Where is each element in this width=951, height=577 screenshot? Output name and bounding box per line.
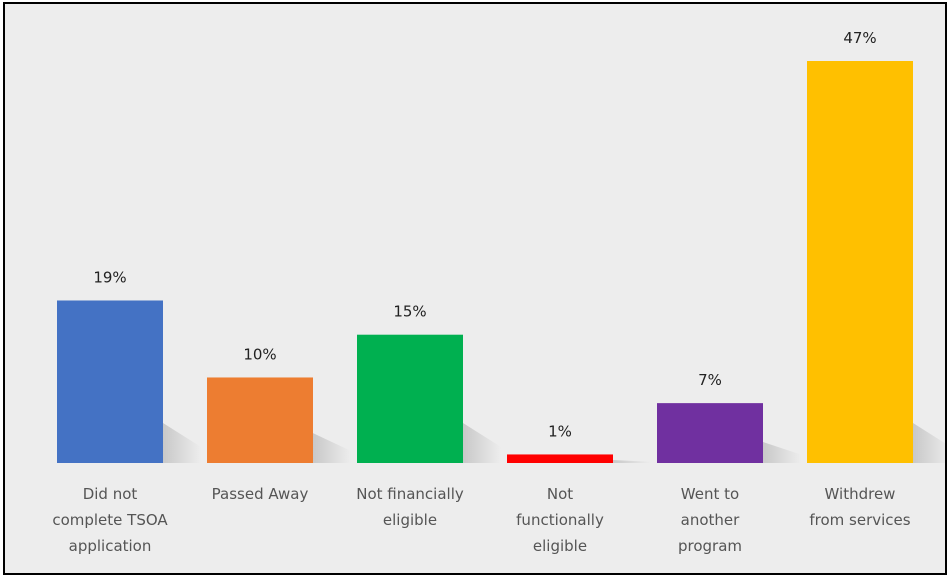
bar [507,454,613,463]
category-label: Passed Away [212,485,309,503]
bar-shadow [463,423,501,463]
category-label: Not functionally eligible [516,485,604,555]
bar [57,300,163,463]
bar [357,334,463,463]
bar [807,61,913,463]
category-label: Not financially eligible [356,485,464,529]
data-label: 1% [548,422,572,440]
bar-shadow [163,423,201,463]
bar-shadow [763,442,801,463]
bar-shadow [613,460,651,463]
data-label: 10% [243,345,276,363]
bar [207,377,313,463]
category-label: Did not complete TSOA application [52,485,168,555]
category-label: Withdrew from services [809,485,910,529]
bar [657,403,763,463]
data-label: 19% [93,268,126,286]
category-label: Went to another program [678,485,742,555]
bar-shadow [313,433,351,463]
bar-shadow [913,423,945,463]
data-label: 15% [393,303,426,321]
chart-frame: 19% 10% 15% 1% 7% 47% Did not complete TSOA app… [3,2,947,575]
bar-chart: 19% 10% 15% 1% 7% 47% Did not complete TSOA app… [52,29,945,555]
data-label: 47% [843,29,876,47]
data-label: 7% [698,371,722,389]
